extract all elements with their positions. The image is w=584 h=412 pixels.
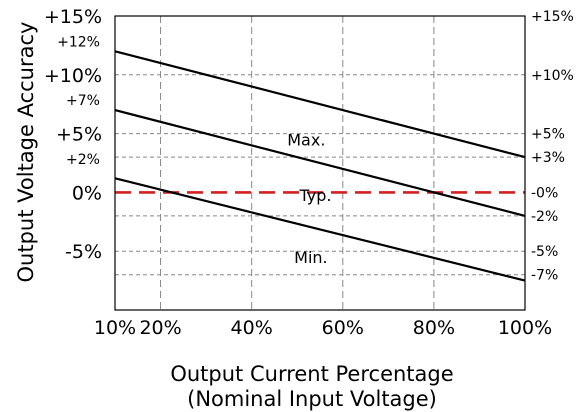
series-annotation: Min. (294, 248, 327, 267)
x-tick-label: 80% (413, 317, 455, 339)
y-tick-label-left-secondary: +12% (57, 34, 100, 50)
y-tick-label-right: +5% (531, 127, 565, 143)
y-tick-label-left: -5% (65, 241, 102, 263)
x-tick-label: 10% (94, 317, 136, 339)
series-line-lower-bound (114, 177, 526, 282)
y-axis-title: Output Voltage Accuracy (14, 22, 38, 283)
y-tick-label-left: +15% (44, 6, 102, 28)
x-tick-label: 40% (231, 317, 273, 339)
y-tick-label-right: +10% (531, 68, 574, 84)
plot-frame (114, 15, 526, 311)
gridlines (115, 16, 525, 310)
y-tick-label-left: 0% (72, 182, 102, 204)
y-tick-label-left: +5% (56, 124, 102, 146)
y-tick-label-left: +10% (44, 65, 102, 87)
y-tick-label-right: +3% (531, 150, 565, 166)
series-annotations: Max. Typ. Min. (287, 130, 331, 267)
x-tick-label: 100% (498, 317, 552, 339)
x-tick-label: 60% (322, 317, 364, 339)
series-annotation: Typ. (298, 186, 331, 205)
x-axis-title: Output Current Percentage (170, 362, 453, 386)
series-line-min (114, 109, 526, 217)
y-tick-label-right: -2% (531, 209, 558, 225)
y-tick-label-left-secondary: +2% (66, 152, 100, 168)
y-tick-label-left-secondary: +7% (66, 93, 100, 109)
y-tick-label-right: -0% (531, 185, 558, 201)
y-tick-label-right: -5% (531, 244, 558, 260)
x-tick-label: 20% (139, 317, 181, 339)
y-tick-label-right: -7% (531, 268, 558, 284)
series-lines (114, 50, 526, 282)
series-annotation: Max. (287, 130, 325, 149)
tick-labels: 10% 20% 40% 60% 80% 100% +15% +10% +5% 0% -5% +12% +… (44, 6, 574, 339)
x-axis-subtitle: (Nominal Input Voltage) (187, 387, 437, 411)
y-tick-label-right: +15% (531, 9, 574, 25)
series-line-max (114, 50, 526, 159)
